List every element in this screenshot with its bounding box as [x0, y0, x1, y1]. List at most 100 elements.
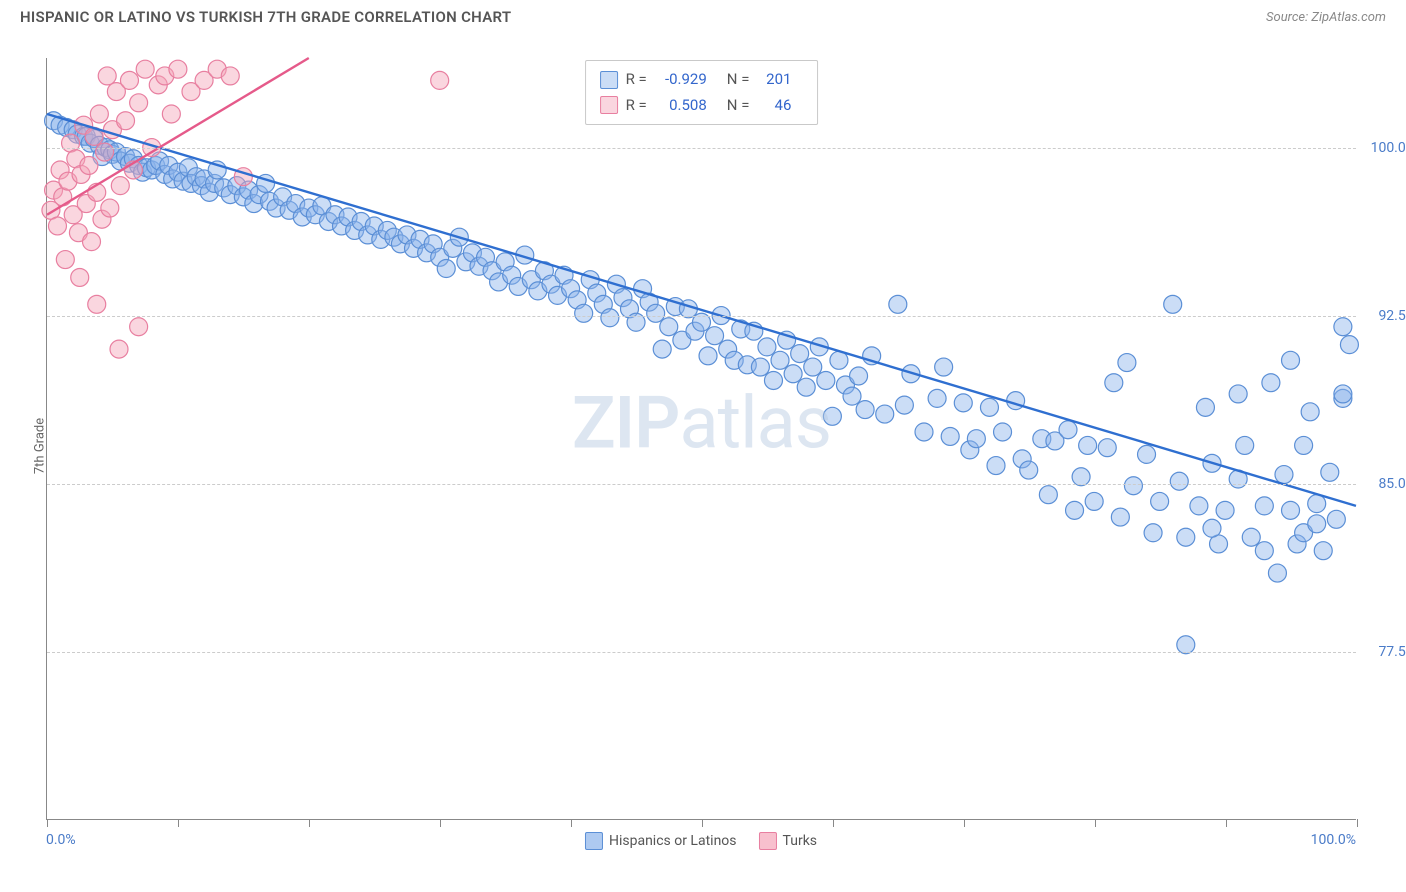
stats-row-hispanics: R =-0.929N =201 [600, 67, 804, 93]
scatter-point-hispanics [1301, 403, 1319, 421]
scatter-point-hispanics [791, 345, 809, 363]
scatter-point-hispanics [1079, 436, 1097, 454]
scatter-point-hispanics [1242, 528, 1260, 546]
scatter-point-turks [56, 251, 74, 269]
legend-item: Turks [759, 832, 818, 850]
scatter-point-turks [111, 177, 129, 195]
stats-legend-box: R =-0.929N =201R =0.508N =46 [585, 60, 819, 125]
scatter-point-hispanics [758, 338, 776, 356]
scatter-point-hispanics [1196, 398, 1214, 416]
scatter-point-turks [162, 105, 180, 123]
scatter-point-turks [96, 143, 114, 161]
scatter-point-hispanics [1282, 501, 1300, 519]
gridline-h [47, 652, 1356, 653]
x-tick [47, 819, 48, 827]
scatter-point-hispanics [575, 304, 593, 322]
scatter-point-turks [90, 105, 108, 123]
scatter-point-hispanics [1020, 461, 1038, 479]
scatter-point-hispanics [706, 327, 724, 345]
bottom-legend: Hispanics or Latinos Turks [585, 832, 817, 850]
scatter-point-turks [431, 71, 449, 89]
scatter-point-hispanics [941, 427, 959, 445]
x-tick [964, 819, 965, 827]
chart-title: HISPANIC OR LATINO VS TURKISH 7TH GRADE … [20, 8, 511, 26]
scatter-point-hispanics [764, 371, 782, 389]
scatter-point-hispanics [1138, 445, 1156, 463]
legend-label: Hispanics or Latinos [609, 833, 737, 849]
gridline-h [47, 148, 1356, 149]
scatter-point-hispanics [1177, 528, 1195, 546]
scatter-point-hispanics [771, 351, 789, 369]
scatter-point-hispanics [1229, 385, 1247, 403]
scatter-point-hispanics [889, 295, 907, 313]
scatter-point-turks [110, 340, 128, 358]
scatter-point-hispanics [1308, 495, 1326, 513]
scatter-point-turks [98, 67, 116, 85]
scatter-point-hispanics [1236, 436, 1254, 454]
gridline-h [47, 484, 1356, 485]
scatter-point-hispanics [1039, 486, 1057, 504]
legend-item: Hispanics or Latinos [585, 832, 737, 850]
x-tick [833, 819, 834, 827]
scatter-point-turks [136, 60, 154, 78]
scatter-point-hispanics [895, 396, 913, 414]
legend-swatch [585, 832, 603, 850]
y-tick-label: 77.5% [1361, 644, 1406, 660]
trend-line-hispanics [47, 114, 1356, 506]
scatter-point-hispanics [1268, 564, 1286, 582]
x-tick [178, 819, 179, 827]
stats-row-turks: R =0.508N =46 [600, 93, 804, 119]
x-tick [440, 819, 441, 827]
chart-header: HISPANIC OR LATINO VS TURKISH 7TH GRADE … [0, 0, 1406, 30]
scatter-point-hispanics [1170, 472, 1188, 490]
scatter-point-hispanics [601, 309, 619, 327]
scatter-point-turks [117, 112, 135, 130]
legend-label: Turks [783, 833, 818, 849]
scatter-point-hispanics [1308, 515, 1326, 533]
scatter-point-hispanics [817, 371, 835, 389]
scatter-point-hispanics [1334, 385, 1352, 403]
x-axis-labels: 0.0% Hispanics or LatinosTurks 100.0% [46, 832, 1356, 858]
scatter-point-hispanics [1059, 421, 1077, 439]
scatter-point-hispanics [935, 358, 953, 376]
scatter-point-hispanics [1111, 508, 1129, 526]
scatter-point-hispanics [1340, 336, 1358, 354]
scatter-point-hispanics [1327, 510, 1345, 528]
x-tick [309, 819, 310, 827]
x-tick [571, 819, 572, 827]
x-axis-max-label: 100.0% [1311, 832, 1356, 848]
scatter-point-hispanics [1144, 524, 1162, 542]
chart-source: Source: ZipAtlas.com [1266, 10, 1386, 25]
scatter-point-hispanics [699, 347, 717, 365]
scatter-point-turks [221, 67, 239, 85]
stats-swatch [600, 96, 618, 114]
scatter-point-hispanics [843, 387, 861, 405]
scatter-point-hispanics [1255, 497, 1273, 515]
scatter-point-hispanics [1203, 519, 1221, 537]
scatter-point-turks [71, 268, 89, 286]
stats-n-value: 201 [757, 67, 791, 93]
scatter-point-turks [83, 233, 101, 251]
stats-r-label: R = [626, 67, 647, 93]
scatter-point-hispanics [1124, 477, 1142, 495]
scatter-point-hispanics [1216, 501, 1234, 519]
scatter-point-turks [101, 199, 119, 217]
legend-swatch [759, 832, 777, 850]
scatter-point-turks [48, 217, 66, 235]
y-tick-label: 85.0% [1361, 476, 1406, 492]
gridline-h [47, 316, 1356, 317]
x-tick [702, 819, 703, 827]
scatter-point-hispanics [1066, 501, 1084, 519]
scatter-point-hispanics [1098, 439, 1116, 457]
scatter-point-turks [130, 318, 148, 336]
stats-r-label: R = [626, 93, 647, 119]
y-tick-label: 92.5% [1361, 308, 1406, 324]
scatter-point-hispanics [994, 423, 1012, 441]
scatter-point-hispanics [928, 389, 946, 407]
x-tick [1095, 819, 1096, 827]
scatter-point-turks [169, 60, 187, 78]
scatter-point-hispanics [876, 405, 894, 423]
scatter-point-hispanics [1151, 492, 1169, 510]
chart-plot-area: ZIPatlas R =-0.929N =201R =0.508N =46 10… [46, 58, 1356, 820]
scatter-point-hispanics [647, 304, 665, 322]
